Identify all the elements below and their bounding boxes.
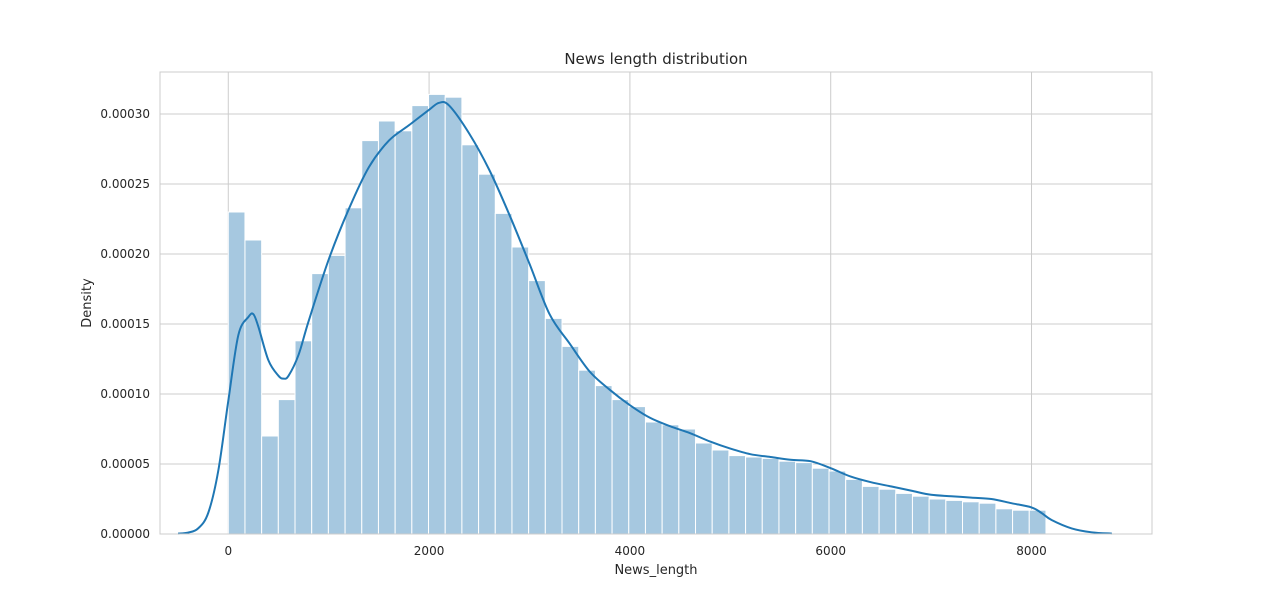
histogram-bar	[377, 120, 396, 535]
plot-frame	[159, 71, 1153, 535]
histogram-bar	[244, 239, 263, 535]
histogram-bar	[911, 495, 930, 535]
kde-line	[177, 101, 1112, 535]
histogram-bar	[695, 442, 713, 535]
y-tick-labels: 0.00000 0.00005 0.00010 0.00015 0.00020 0.000…	[100, 107, 150, 541]
histogram-bar	[845, 478, 863, 535]
histogram-bar	[778, 460, 797, 535]
histogram-bar	[761, 457, 780, 535]
histogram-bar	[644, 421, 663, 535]
histogram-bar	[928, 498, 947, 535]
chart-title: News length distribution	[564, 50, 747, 68]
histogram-bar	[494, 212, 513, 535]
histogram-bar	[728, 455, 747, 535]
histogram-bar	[261, 435, 279, 535]
y-tick-label: 0.00030	[100, 107, 150, 121]
kde-curve-layer	[177, 101, 1112, 535]
y-tick-label: 0.00010	[100, 387, 150, 401]
histogram-bar	[945, 499, 964, 535]
histogram-bar	[428, 93, 446, 535]
histogram-bar	[878, 488, 897, 535]
y-tick-label: 0.00025	[100, 177, 150, 191]
histogram-bar	[895, 492, 913, 535]
histogram-bar	[361, 140, 379, 535]
histogram-bar	[962, 501, 980, 535]
histogram-bar	[811, 467, 830, 535]
histogram-bar	[444, 96, 463, 535]
histogram-bar	[578, 369, 596, 535]
histogram-bar	[711, 449, 730, 535]
histogram-bar	[978, 502, 997, 535]
histogram-bar	[227, 211, 246, 535]
histogram-bar	[461, 144, 480, 535]
x-tick-labels: 0 2000 4000 6000 8000	[224, 544, 1046, 558]
histogram-bar	[478, 173, 496, 535]
histogram-bar	[277, 399, 296, 535]
x-tick-label: 0	[224, 544, 232, 558]
histogram-bar	[995, 508, 1014, 535]
y-axis-title: Density	[80, 278, 95, 328]
y-tick-label: 0.00005	[100, 457, 150, 471]
histogram-bar	[561, 345, 580, 535]
x-tick-label: 6000	[815, 544, 846, 558]
histogram-bar	[594, 385, 613, 535]
histogram-bar	[528, 280, 546, 535]
histogram-bar	[294, 340, 313, 535]
histogram-bar	[828, 470, 847, 535]
histogram-bar	[795, 462, 813, 535]
histogram-bar	[344, 207, 363, 535]
histogram-bar	[661, 424, 680, 535]
histogram-bar	[1012, 509, 1030, 535]
histogram-bar	[745, 456, 763, 535]
histogram-bars	[227, 93, 1047, 535]
histogram-bar	[327, 254, 346, 535]
x-axis-title: News_length	[614, 563, 697, 578]
histogram-bar	[611, 399, 630, 535]
y-tick-label: 0.00000	[100, 527, 150, 541]
histogram-bar	[394, 130, 413, 535]
histogram-bar	[311, 273, 329, 535]
y-tick-label: 0.00015	[100, 317, 150, 331]
x-tick-label: 4000	[615, 544, 646, 558]
histogram-bar	[544, 317, 563, 535]
x-tick-label: 8000	[1016, 544, 1047, 558]
histogram-bar	[678, 428, 697, 535]
y-tick-label: 0.00020	[100, 247, 150, 261]
histogram-bar	[628, 406, 646, 535]
x-tick-label: 2000	[414, 544, 445, 558]
histogram-bar	[861, 485, 880, 535]
histogram-bar	[411, 105, 430, 535]
histogram-bar	[511, 246, 530, 535]
